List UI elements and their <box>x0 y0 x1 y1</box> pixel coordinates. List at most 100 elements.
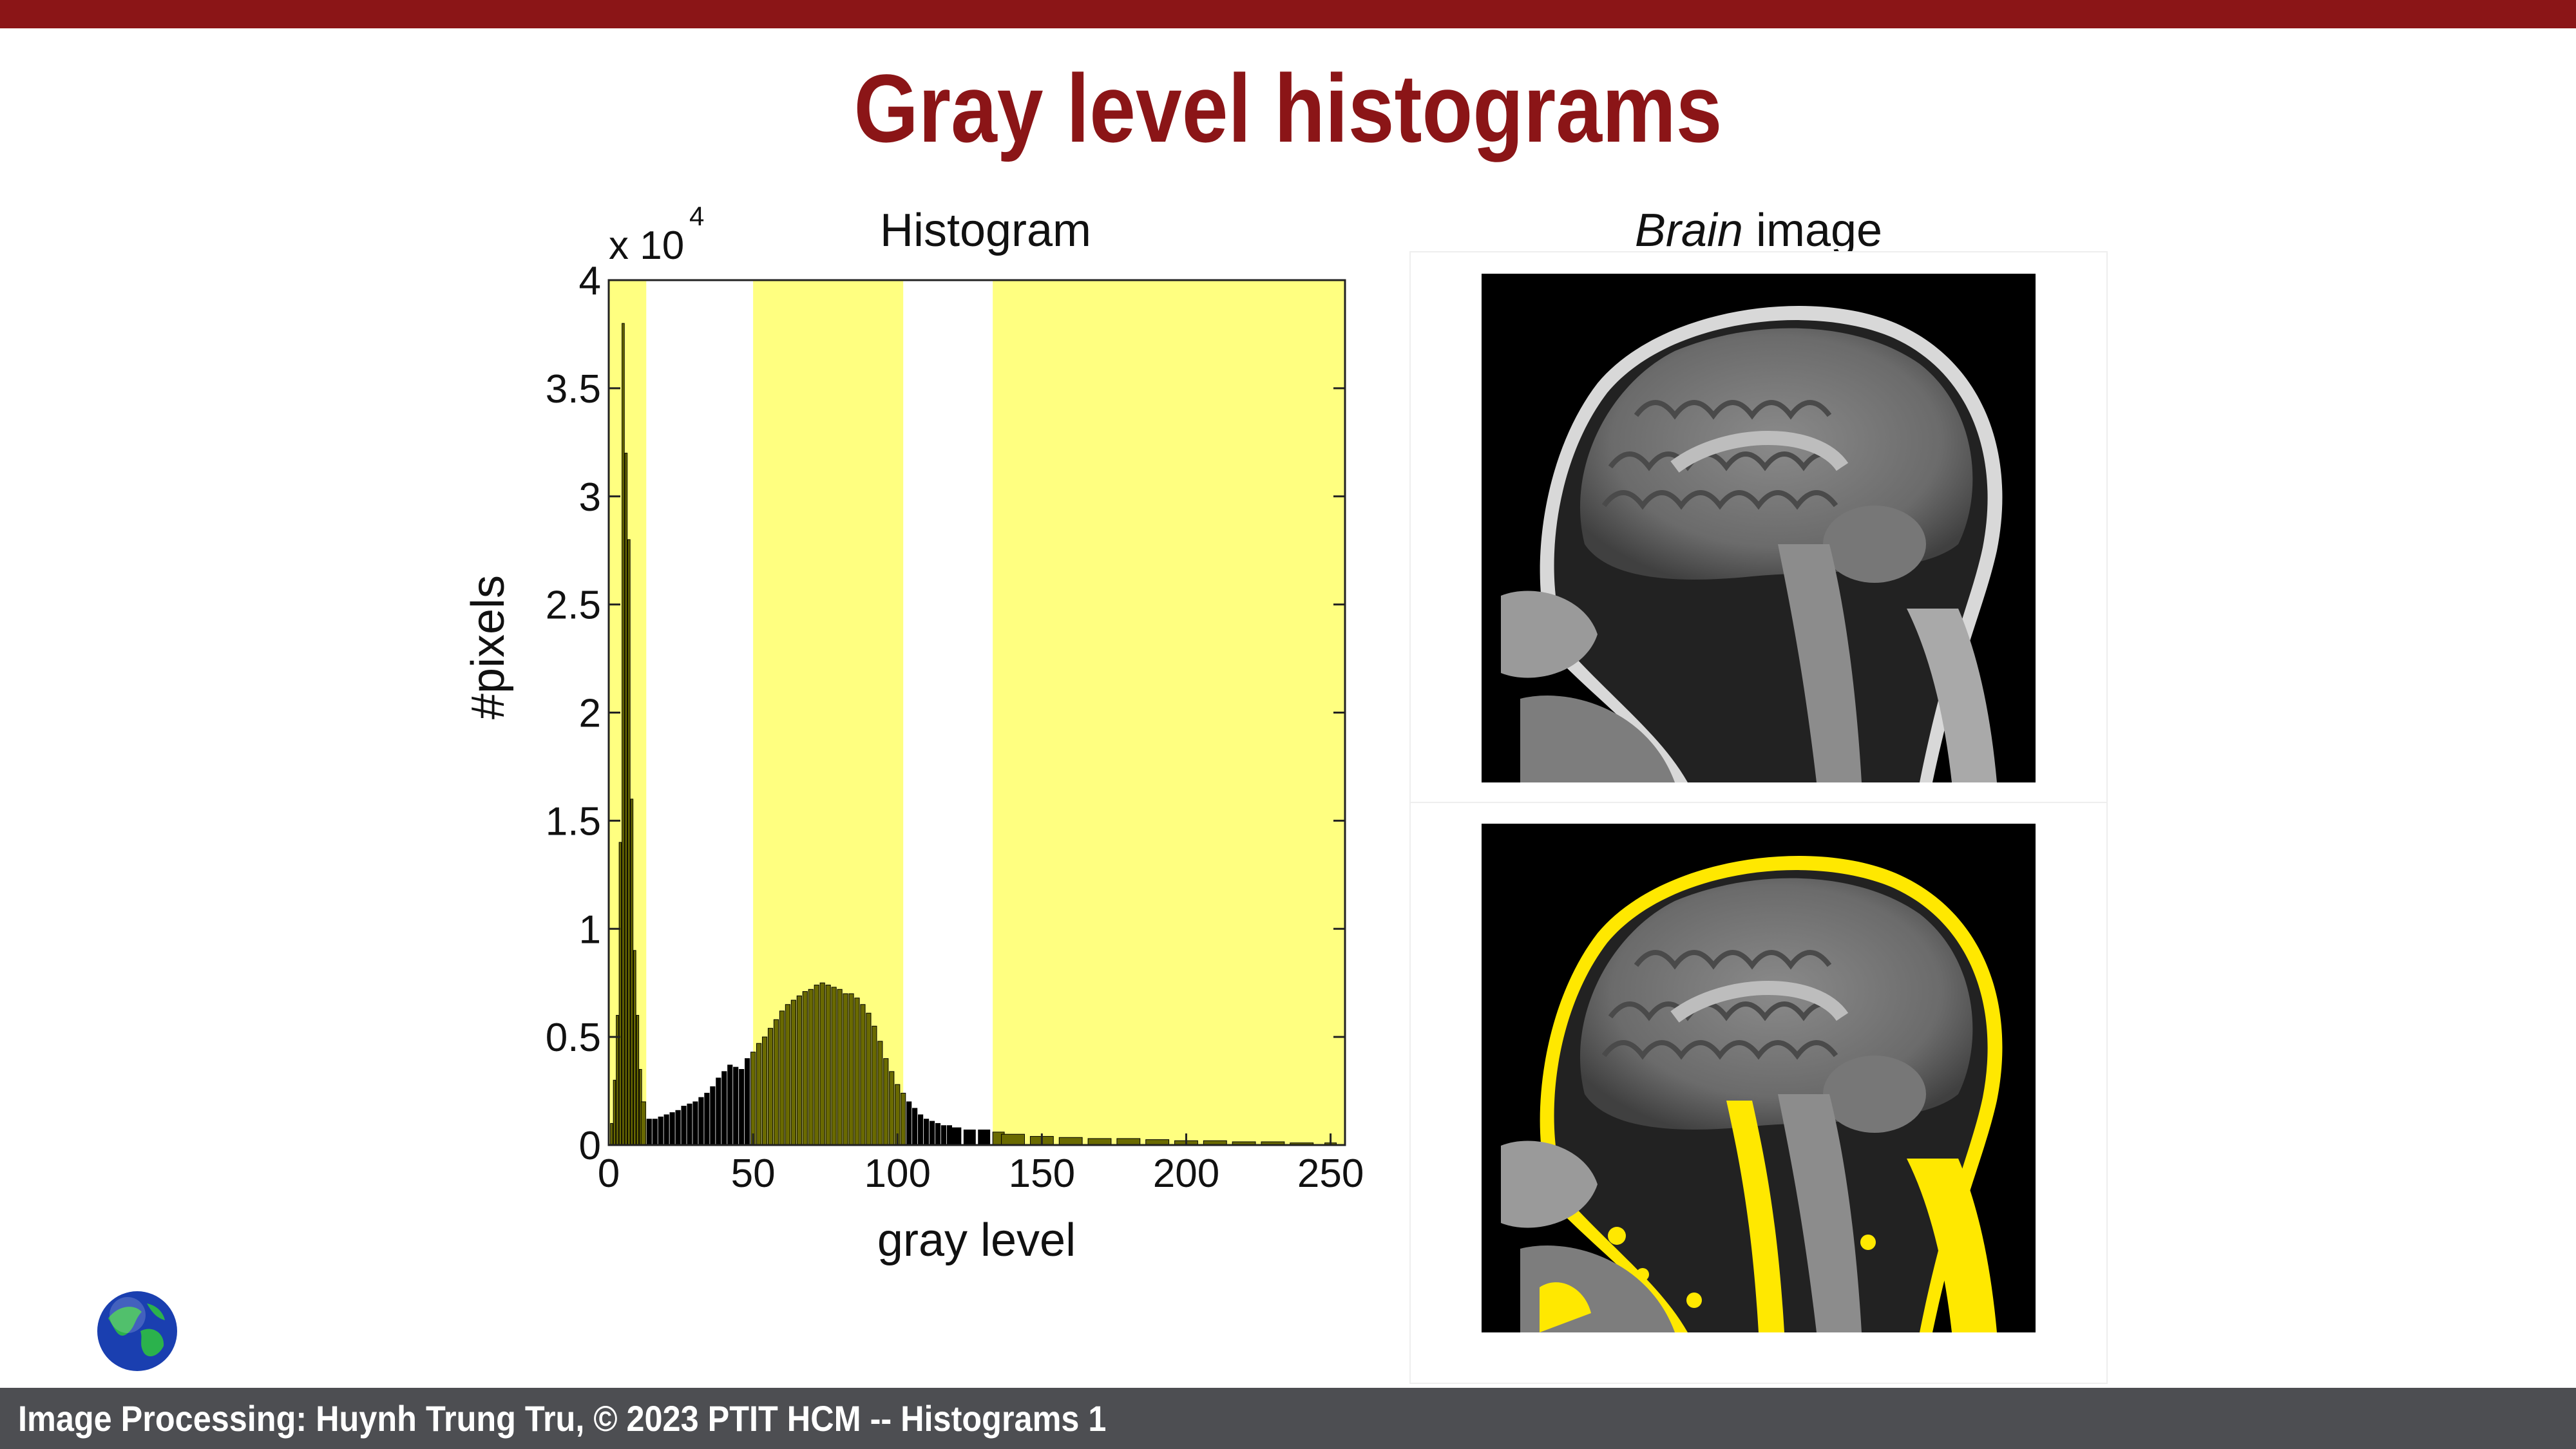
histogram-bar <box>883 1058 889 1146</box>
histogram-bar <box>854 998 860 1146</box>
histogram-bar <box>681 1106 687 1146</box>
brain-title-italic: Brain <box>1634 205 1743 256</box>
histogram-bar <box>825 985 831 1146</box>
brain-mri-highlighted-image <box>1482 824 2036 1332</box>
histogram-bar <box>646 1119 652 1146</box>
histogram-bar <box>721 1071 727 1146</box>
y-tick-label: 2.5 <box>546 583 601 628</box>
histogram-bar <box>727 1065 733 1146</box>
histogram-bar <box>1087 1138 1112 1146</box>
histogram-bar <box>877 1041 883 1146</box>
y-axis-label: #pixels <box>463 575 514 719</box>
histogram-bar <box>819 982 825 1146</box>
histogram-bar <box>750 1052 756 1146</box>
histogram-bar <box>923 1119 930 1146</box>
histogram-bar <box>739 1068 745 1146</box>
y-multiplier-label: x 10 <box>609 223 684 268</box>
x-tick-label: 0 <box>598 1151 620 1196</box>
x-tick-label: 150 <box>1009 1151 1075 1196</box>
histogram-bar <box>633 950 636 1146</box>
histogram-bar <box>627 539 631 1146</box>
histogram-bar <box>949 1127 962 1146</box>
y-tick-label: 0.5 <box>546 1016 601 1060</box>
axis-ticks: 0 50 100 150 200 250 0 0.5 1 1.5 2 2.5 3 3.5 4 <box>546 259 1364 1196</box>
histogram-bar <box>613 1079 616 1146</box>
histogram-bar <box>843 993 848 1146</box>
histogram-bar <box>779 1010 785 1146</box>
globe-icon <box>97 1291 177 1371</box>
histogram-bars <box>610 323 1337 1146</box>
histogram-bar <box>901 1092 906 1146</box>
x-tick-label: 50 <box>731 1151 776 1196</box>
histogram-bar <box>785 1004 790 1146</box>
histogram-bar <box>848 993 854 1146</box>
histogram-bar <box>767 1028 774 1146</box>
histogram-bar <box>978 1129 991 1146</box>
footer-text: Image Processing: Huynh Trung Tru, © 202… <box>18 1398 1107 1439</box>
highlight-ranges <box>609 280 1345 1145</box>
brain-title-rest: image <box>1742 205 1883 256</box>
brain-image-title: Brain image <box>1578 205 1939 256</box>
histogram-bar <box>1058 1137 1083 1146</box>
histogram-bar <box>716 1077 721 1146</box>
footer-bar <box>0 1388 2576 1449</box>
histogram-bar <box>866 1012 872 1146</box>
y-tick-label: 1.5 <box>546 799 601 844</box>
histogram-bar <box>1001 1133 1025 1146</box>
slide-title: Gray level histograms <box>854 54 1722 162</box>
y-tick-label: 4 <box>579 259 601 303</box>
histogram-bar <box>624 453 628 1146</box>
x-tick-label: 250 <box>1297 1151 1364 1196</box>
histogram-bar <box>837 989 843 1146</box>
y-multiplier-exponent: 4 <box>689 201 704 231</box>
histogram-bar <box>618 842 622 1146</box>
histogram-bar <box>675 1110 681 1146</box>
brain-image-frame-highlighted <box>1409 802 2108 1384</box>
brain-mri-image <box>1482 274 2036 782</box>
histogram-bar <box>935 1122 941 1146</box>
histogram-bar <box>658 1116 663 1146</box>
histogram-bar <box>889 1071 895 1146</box>
histogram-bar <box>814 985 819 1146</box>
histogram-bar <box>796 995 802 1146</box>
histogram-bar <box>773 1019 779 1146</box>
histogram-bar <box>692 1101 698 1146</box>
histogram-bar <box>687 1103 692 1146</box>
histogram-title: Histogram <box>879 205 1092 256</box>
x-tick-label: 100 <box>864 1151 931 1196</box>
histogram-bar <box>622 323 625 1146</box>
histogram-bar <box>918 1114 924 1146</box>
x-axis-label: gray level <box>877 1215 1076 1266</box>
histogram-bar <box>808 989 814 1146</box>
histogram-bar <box>616 1015 619 1146</box>
histogram-bar <box>802 991 808 1146</box>
histogram-bar <box>745 1058 750 1146</box>
y-tick-label: 1 <box>579 907 601 952</box>
y-tick-label: 3.5 <box>546 367 601 412</box>
histogram-bar <box>790 999 796 1146</box>
histogram-bar <box>872 1025 877 1146</box>
histogram-bar <box>912 1108 918 1146</box>
histogram-bar <box>756 1043 762 1146</box>
brain-image-frame-original <box>1409 251 2108 804</box>
histogram-bar <box>1116 1138 1141 1146</box>
histogram-bar <box>761 1036 768 1146</box>
histogram-bar <box>636 1015 640 1146</box>
histogram-bar <box>860 1004 866 1146</box>
y-tick-label: 0 <box>579 1124 601 1168</box>
histogram-bar <box>929 1121 935 1146</box>
histogram-bar <box>663 1114 669 1146</box>
histogram-bar <box>733 1066 739 1146</box>
y-tick-label: 2 <box>579 692 601 736</box>
histogram-bar <box>906 1101 912 1146</box>
y-tick-label: 3 <box>579 475 601 520</box>
histogram-bar <box>698 1097 704 1146</box>
histogram-bar <box>831 987 837 1146</box>
histogram-bar <box>940 1125 947 1146</box>
histogram-bar <box>652 1119 658 1146</box>
histogram-bar <box>710 1086 716 1146</box>
histogram-bar <box>963 1129 976 1146</box>
x-tick-label: 200 <box>1153 1151 1219 1196</box>
histogram-bar <box>704 1092 710 1146</box>
